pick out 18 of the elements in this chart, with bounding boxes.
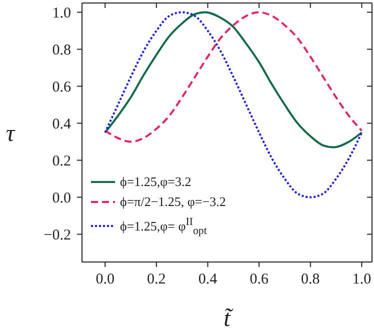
legend-label: ϕ=π/2−1.25, φ=−3.2 bbox=[120, 193, 226, 211]
legend-label: ϕ=1.25,φ=3.2 bbox=[120, 173, 192, 191]
x-tick-label: 0.0 bbox=[96, 272, 114, 288]
y-tick-label: −0.2 bbox=[44, 228, 71, 244]
x-tick-label: 0.2 bbox=[147, 272, 166, 288]
x-tick-label: 0.4 bbox=[198, 272, 218, 288]
y-tick-label: 0.4 bbox=[52, 116, 72, 133]
y-tick-label: 1.0 bbox=[52, 6, 71, 22]
x-axis-title: t̃ bbox=[224, 306, 234, 330]
y-tick-label: 0.2 bbox=[52, 154, 71, 170]
line-series bbox=[104, 11, 363, 198]
y-tick-label: 0.6 bbox=[52, 80, 72, 96]
y-tick-label: 0.0 bbox=[52, 190, 71, 207]
x-tick-label: 0.8 bbox=[301, 272, 320, 288]
x-tick-label: 0.6 bbox=[250, 272, 269, 288]
x-tick-label: 1.0 bbox=[352, 272, 372, 288]
y-tick-label: 0.8 bbox=[52, 42, 71, 59]
y-axis-title: τ bbox=[6, 121, 16, 148]
